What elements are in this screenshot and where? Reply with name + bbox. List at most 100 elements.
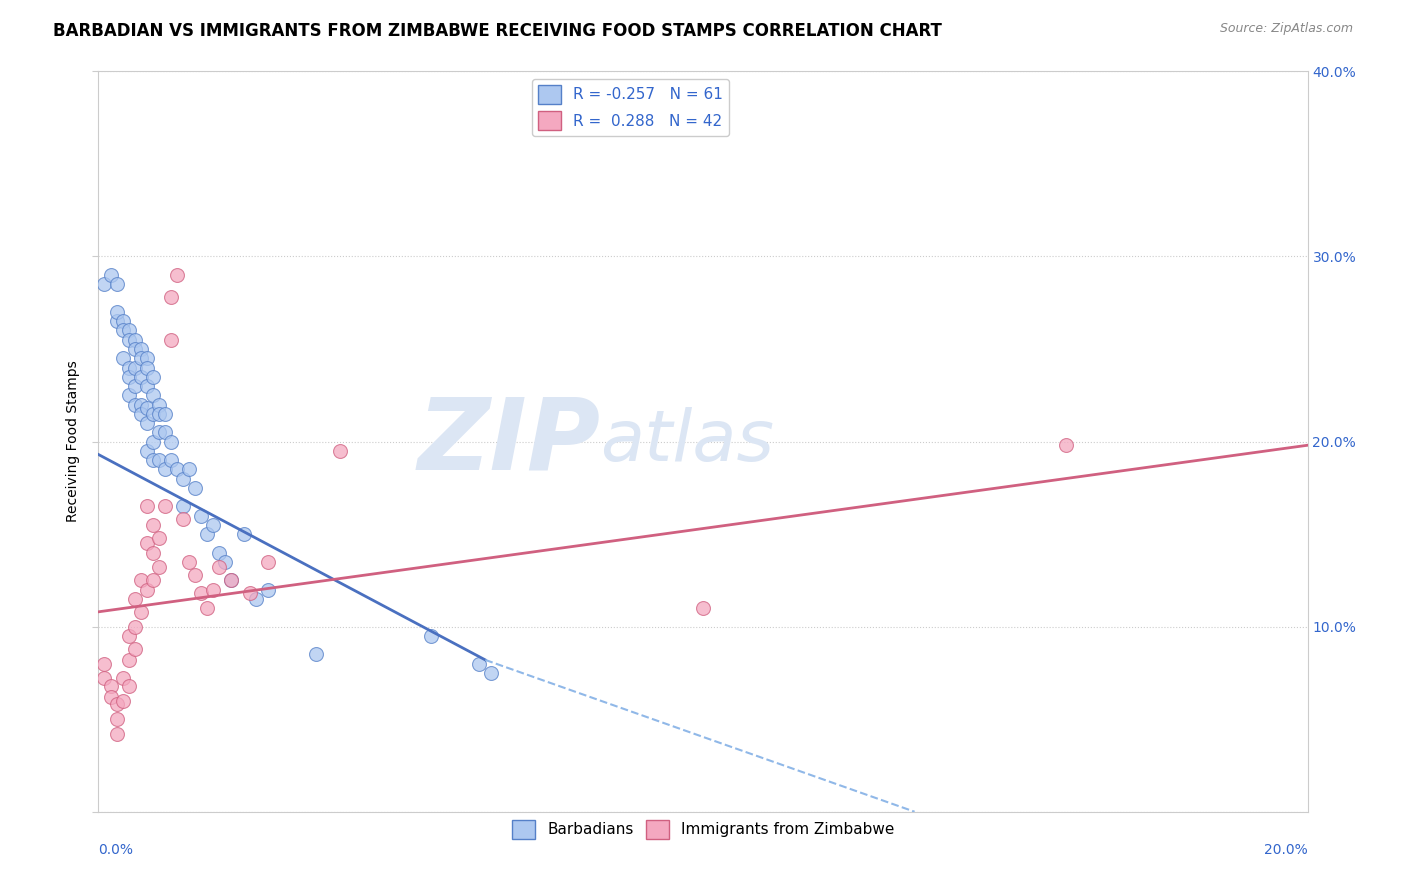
Point (129, 351, 152, 366)
Point (256, 555, 278, 569)
Point (232, 527, 254, 541)
Point (142, 517, 165, 532)
Point (190, 586, 212, 600)
Point (305, 648, 328, 662)
Point (93, 277, 115, 292)
Point (153, 500, 176, 514)
Point (135, 360, 157, 375)
Point (202, 517, 225, 532)
Point (135, 416, 157, 430)
Point (208, 560, 231, 574)
Point (124, 342, 146, 356)
Point (129, 574, 152, 588)
Point (105, 314, 128, 328)
Point (111, 672, 134, 686)
Point (124, 398, 146, 412)
Point (160, 333, 183, 347)
Text: Source: ZipAtlas.com: Source: ZipAtlas.com (1219, 22, 1353, 36)
Point (129, 407, 152, 421)
Point (118, 629, 141, 643)
Text: 0.0%: 0.0% (98, 843, 134, 857)
Point (195, 601, 218, 615)
Point (214, 555, 236, 569)
Point (420, 629, 443, 643)
Point (148, 407, 170, 421)
Point (124, 379, 146, 393)
Point (256, 582, 278, 597)
Point (172, 500, 194, 514)
Point (142, 434, 165, 449)
Point (153, 425, 176, 440)
Point (692, 601, 714, 615)
Point (135, 443, 157, 458)
Text: BARBADIAN VS IMMIGRANTS FROM ZIMBABWE RECEIVING FOOD STAMPS CORRELATION CHART: BARBADIAN VS IMMIGRANTS FROM ZIMBABWE RE… (53, 22, 942, 40)
Point (142, 574, 165, 588)
Point (135, 536, 157, 550)
Legend: Barbadians, Immigrants from Zimbabwe: Barbadians, Immigrants from Zimbabwe (506, 814, 900, 845)
Point (129, 605, 152, 619)
Point (135, 379, 157, 393)
Point (135, 351, 157, 366)
Point (124, 360, 146, 375)
Point (129, 342, 152, 356)
Point (148, 398, 170, 412)
Point (111, 351, 134, 366)
Point (118, 653, 141, 667)
Point (172, 512, 194, 526)
Point (202, 582, 225, 597)
Point (142, 388, 165, 402)
Point (329, 443, 352, 458)
Point (184, 567, 207, 582)
Point (142, 545, 165, 560)
Point (239, 586, 262, 600)
Text: atlas: atlas (600, 407, 775, 476)
Point (166, 462, 188, 476)
Point (111, 314, 134, 328)
Point (135, 401, 157, 416)
Point (481, 665, 503, 680)
Point (111, 694, 134, 708)
Point (118, 369, 141, 384)
Point (118, 333, 141, 347)
Point (190, 508, 212, 523)
Point (172, 472, 194, 486)
Point (111, 324, 134, 338)
Text: 20.0%: 20.0% (1264, 843, 1308, 857)
Point (195, 527, 218, 541)
Point (100, 268, 122, 282)
Point (166, 268, 188, 282)
Point (221, 574, 243, 588)
Point (105, 305, 128, 319)
Point (148, 425, 170, 440)
Point (160, 453, 183, 467)
Point (105, 727, 128, 741)
Point (105, 712, 128, 726)
Point (153, 407, 176, 421)
Point (1054, 438, 1077, 452)
Point (221, 574, 243, 588)
Point (124, 641, 146, 656)
Point (245, 591, 267, 606)
Point (93, 672, 115, 686)
Point (148, 560, 170, 574)
Point (135, 500, 157, 514)
Point (148, 453, 170, 467)
Point (100, 679, 122, 693)
Point (124, 591, 146, 606)
Point (105, 277, 128, 292)
Point (135, 582, 157, 597)
Point (142, 369, 165, 384)
Point (129, 398, 152, 412)
Point (179, 555, 201, 569)
Point (118, 679, 141, 693)
Y-axis label: Receiving Food Stamps: Receiving Food Stamps (66, 360, 80, 523)
Point (124, 619, 146, 633)
Point (160, 290, 183, 304)
Point (208, 545, 231, 560)
Point (118, 360, 141, 375)
Point (124, 333, 146, 347)
Point (118, 388, 141, 402)
Point (184, 481, 207, 495)
Text: ZIP: ZIP (418, 393, 600, 490)
Point (105, 698, 128, 712)
